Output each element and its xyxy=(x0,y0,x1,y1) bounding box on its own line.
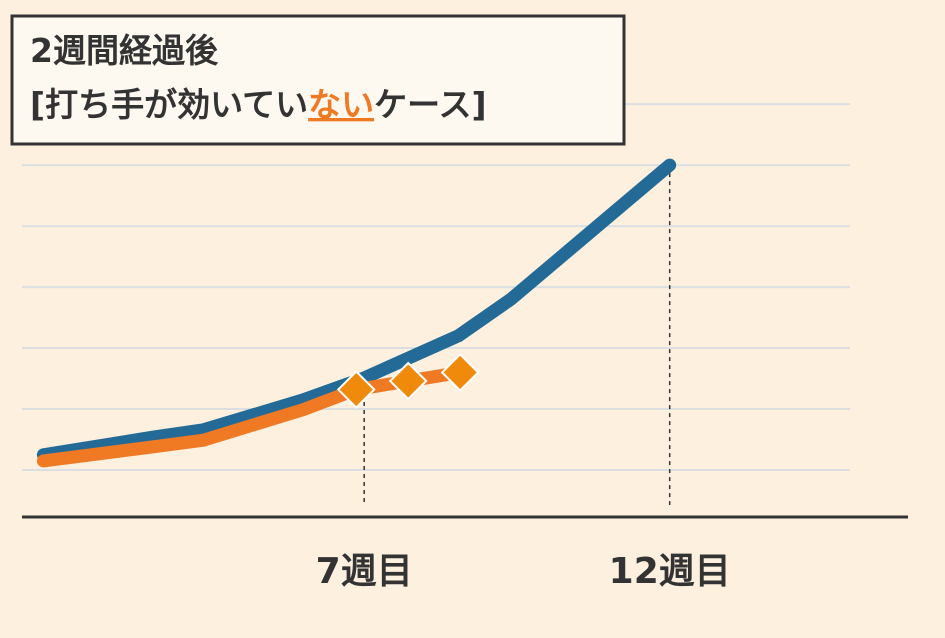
diamond-marker xyxy=(440,353,480,392)
x-tick-label: 7週目 xyxy=(316,551,413,592)
title-box xyxy=(10,14,626,146)
series-line xyxy=(36,158,677,462)
title-line2: [打ち手が効いていないケース] xyxy=(30,85,487,124)
title-line1: 2週間経過後 xyxy=(30,31,219,70)
x-tick-label: 12週目 xyxy=(609,551,731,592)
title-part: [打ち手が効いてい xyxy=(30,85,308,124)
title-highlight: ない xyxy=(308,85,374,124)
grid xyxy=(22,103,908,519)
diamond-marker xyxy=(336,370,376,409)
title-part: ケース] xyxy=(374,85,486,124)
diamond-marker xyxy=(388,361,428,401)
plot xyxy=(36,158,677,468)
